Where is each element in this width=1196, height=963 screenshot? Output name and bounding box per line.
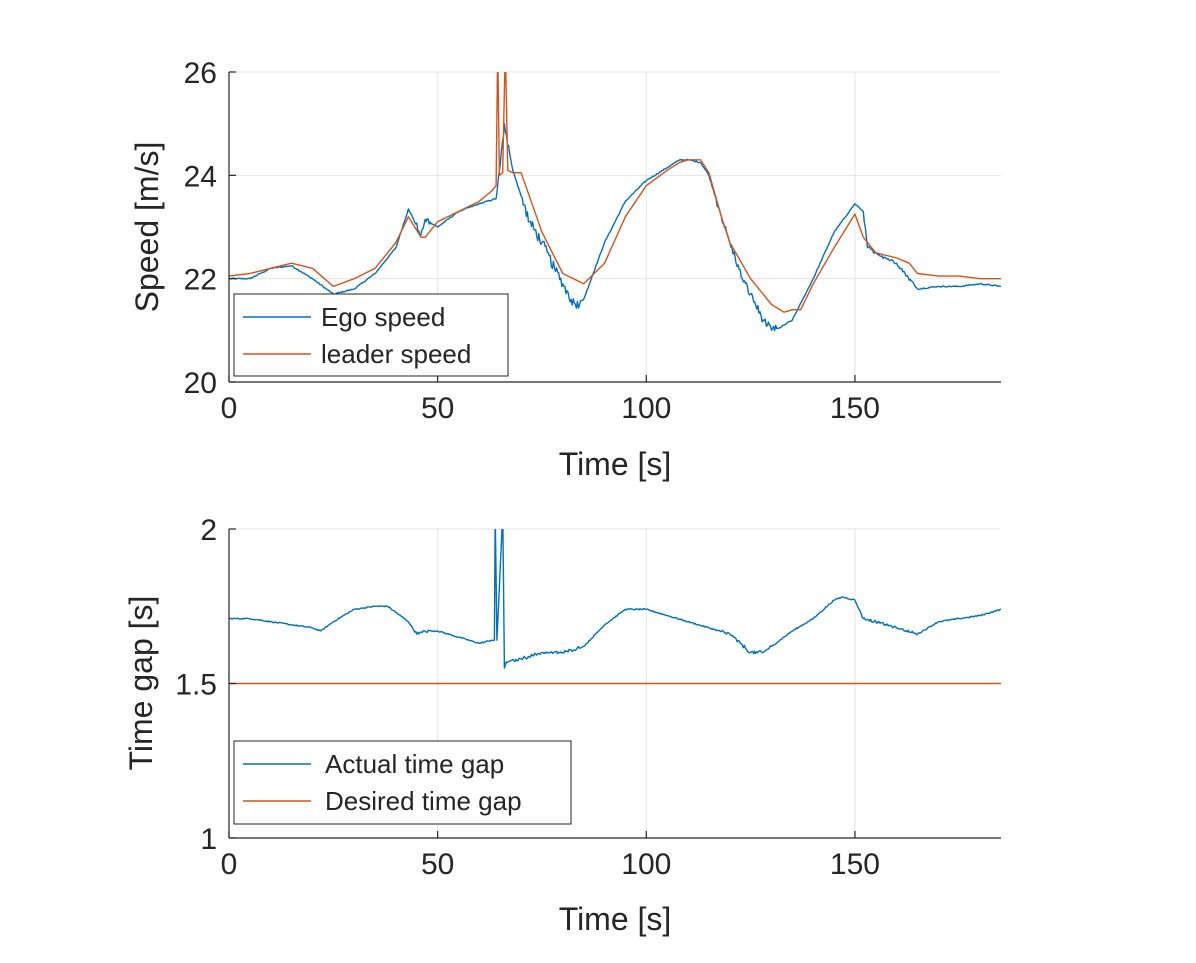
time-gap-legend: Actual time gap Desired time gap xyxy=(233,740,572,825)
time-gap-x-tick-label-50: 50 xyxy=(421,848,454,881)
legend-label-leader-speed: leader speed xyxy=(321,339,471,369)
time-gap-y-tick-label-1: 1 xyxy=(200,823,217,856)
time-gap-series-layer xyxy=(229,529,1001,685)
time-gap-x-axis-label: Time [s] xyxy=(559,901,672,937)
time-gap-x-tick-label-100: 100 xyxy=(621,848,671,881)
time-gap-chart: 0 50 100 150 1 1.5 2 Time [s] Time gap [s] Act… xyxy=(123,514,1001,937)
time-gap-legend-box xyxy=(233,740,572,825)
speed-x-tick-label-50: 50 xyxy=(421,392,454,425)
speed-ticks: 0 50 100 150 20 22 24 26 xyxy=(184,57,1001,425)
speed-y-tick-label-26: 26 xyxy=(184,57,217,90)
time-gap-y-tick-label-2: 2 xyxy=(200,514,217,547)
legend-label-desired-time-gap: Desired time gap xyxy=(325,786,522,816)
series-line-ego-speed xyxy=(229,122,1001,332)
time-gap-x-tick-label-0: 0 xyxy=(221,848,238,881)
time-gap-x-tick-label-150: 150 xyxy=(830,848,880,881)
speed-x-tick-label-150: 150 xyxy=(830,392,880,425)
time-gap-ticks: 0 50 100 150 1 1.5 2 xyxy=(175,514,1001,881)
speed-x-tick-label-100: 100 xyxy=(621,392,671,425)
speed-y-axis-label: Speed [m/s] xyxy=(129,142,165,313)
speed-x-axis-label: Time [s] xyxy=(559,446,672,482)
speed-y-tick-label-22: 22 xyxy=(184,264,217,297)
speed-legend: Ego speed leader speed xyxy=(233,293,509,377)
time-gap-y-axis-label: Time gap [s] xyxy=(123,596,159,771)
speed-y-tick-label-24: 24 xyxy=(184,160,217,193)
speed-y-tick-label-20: 20 xyxy=(184,367,217,400)
speed-legend-box xyxy=(233,293,509,377)
series-line-leader-speed xyxy=(229,72,1001,313)
speed-x-tick-label-0: 0 xyxy=(221,392,238,425)
speed-chart: 0 50 100 150 20 22 24 26 Time [s] Speed [m/s] E… xyxy=(129,57,1001,482)
legend-label-ego-speed: Ego speed xyxy=(321,302,445,332)
legend-label-actual-time-gap: Actual time gap xyxy=(325,749,504,779)
speed-series-layer xyxy=(229,72,1001,332)
time-gap-y-tick-label-1_5: 1.5 xyxy=(175,669,217,702)
series-line-actual-time-gap xyxy=(229,529,1001,669)
